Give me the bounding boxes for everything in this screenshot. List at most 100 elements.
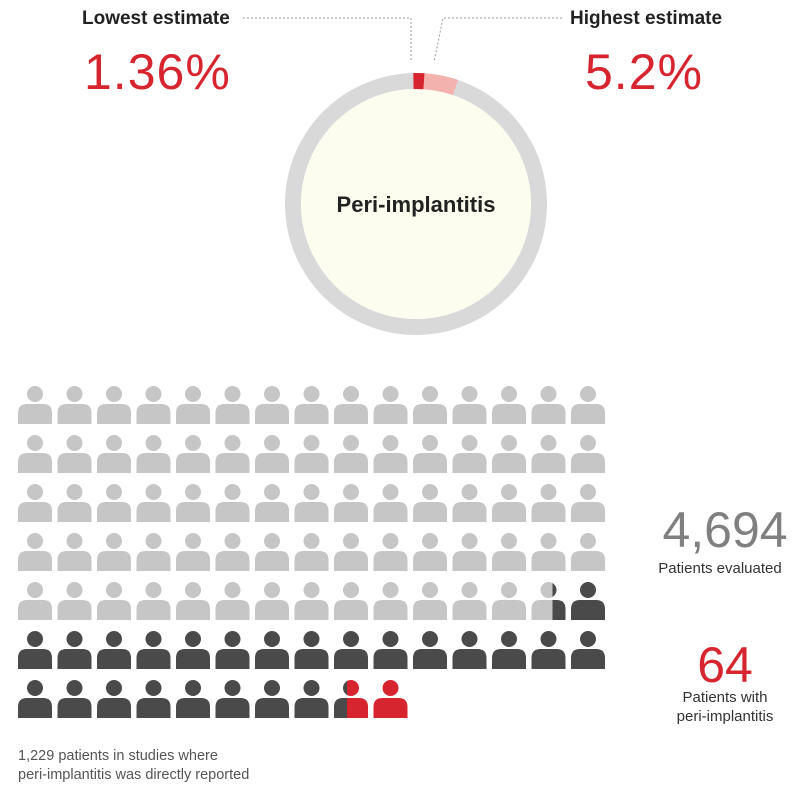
highest-estimate-value: 5.2% bbox=[585, 44, 703, 100]
person-icon-r1-c4 bbox=[136, 386, 171, 424]
donut-center-label: Peri-implantitis bbox=[337, 192, 496, 217]
person-icon-r2-c4 bbox=[136, 435, 171, 473]
person-icon-r1-c14 bbox=[531, 386, 566, 424]
person-icon-r2-c6 bbox=[215, 435, 250, 473]
person-icon-r6-c8 bbox=[294, 631, 329, 669]
person-icon-r5-c15 bbox=[571, 582, 605, 620]
person-icon-r5-c6 bbox=[215, 582, 250, 620]
person-icon-r4-c11 bbox=[413, 533, 447, 571]
person-icon-r7-c8 bbox=[294, 680, 329, 718]
patients-evaluated-label: Patients evaluated bbox=[658, 560, 782, 577]
person-icon-r7-c7 bbox=[255, 680, 289, 718]
person-icon-r2-c12 bbox=[452, 435, 487, 473]
person-icon-r2-c9 bbox=[334, 435, 368, 473]
person-icon-r3-c3 bbox=[97, 484, 131, 522]
person-icon-r1-c3 bbox=[97, 386, 131, 424]
person-icon-r2-c5 bbox=[176, 435, 210, 473]
person-icon-r5-c14 bbox=[531, 582, 566, 620]
person-icon-r3-c13 bbox=[492, 484, 526, 522]
caption: 1,229 patients in studies where peri-imp… bbox=[18, 747, 249, 785]
person-icon-r6-c7 bbox=[255, 631, 289, 669]
person-icon-r1-c6 bbox=[215, 386, 250, 424]
leader-line-highest bbox=[433, 17, 562, 63]
person-icon-r5-c7 bbox=[255, 582, 289, 620]
person-icon-r6-c4 bbox=[136, 631, 171, 669]
donut-center bbox=[301, 89, 531, 319]
person-icon-r1-c9 bbox=[334, 386, 368, 424]
person-icon-r3-c12 bbox=[452, 484, 487, 522]
patients-affected-label: Patients with peri-implantitis bbox=[640, 688, 798, 726]
person-icon-r2-c10 bbox=[373, 435, 408, 473]
person-icon-r2-c11 bbox=[413, 435, 447, 473]
person-icon-r4-c7 bbox=[255, 533, 289, 571]
person-icon-r5-c13 bbox=[492, 582, 526, 620]
person-icon-r5-c10 bbox=[373, 582, 408, 620]
person-icon-r4-c1 bbox=[18, 533, 52, 571]
person-icon-r6-c9 bbox=[334, 631, 368, 669]
person-icon-r2-c2 bbox=[57, 435, 92, 473]
leader-lines bbox=[243, 17, 562, 63]
person-icon-r2-c8 bbox=[294, 435, 329, 473]
person-icon-r6-c15 bbox=[571, 631, 605, 669]
person-icon-r4-c15 bbox=[571, 533, 605, 571]
person-icon-r7-c3 bbox=[97, 680, 131, 718]
caption-line2: peri-implantitis was directly reported bbox=[18, 767, 250, 783]
person-icon-r2-c3 bbox=[97, 435, 131, 473]
person-icon-r3-c4 bbox=[136, 484, 171, 522]
person-icon-r1-c15 bbox=[571, 386, 605, 424]
person-icon-r6-c2 bbox=[57, 631, 92, 669]
person-icon-r3-c7 bbox=[255, 484, 289, 522]
person-icon-r6-c13 bbox=[492, 631, 526, 669]
donut-chart: Peri-implantitis bbox=[285, 73, 547, 335]
person-icon-r3-c14 bbox=[531, 484, 566, 522]
lowest-estimate-value: 1.36% bbox=[84, 44, 231, 100]
person-icon-r1-c10 bbox=[373, 386, 408, 424]
patients-affected-number: 64 bbox=[697, 637, 753, 693]
person-icon-r5-c11 bbox=[413, 582, 447, 620]
person-icon-r7-c4 bbox=[136, 680, 171, 718]
person-icon-r4-c9 bbox=[334, 533, 368, 571]
person-icon-r2-c14 bbox=[531, 435, 566, 473]
person-icon-r6-c11 bbox=[413, 631, 447, 669]
person-icon-r5-c1 bbox=[18, 582, 52, 620]
person-icon-r6-c1 bbox=[18, 631, 52, 669]
person-icon-r4-c5 bbox=[176, 533, 210, 571]
lowest-estimate-label: Lowest estimate bbox=[82, 8, 230, 29]
person-icon-r6-c14 bbox=[531, 631, 566, 669]
person-icon-r7-c9-right bbox=[347, 680, 368, 718]
person-icon-r4-c8 bbox=[294, 533, 329, 571]
person-icon-r5-c14-right bbox=[552, 583, 566, 620]
person-icon-r7-c2 bbox=[57, 680, 92, 718]
person-icon-r1-c5 bbox=[176, 386, 210, 424]
person-icon-r4-c6 bbox=[215, 533, 250, 571]
person-icon-r3-c9 bbox=[334, 484, 368, 522]
person-icon-r3-c8 bbox=[294, 484, 329, 522]
person-icon-r3-c6 bbox=[215, 484, 250, 522]
person-icon-r5-c3 bbox=[97, 582, 131, 620]
person-icon-r7-c9-left bbox=[334, 681, 347, 718]
highest-estimate-label: Highest estimate bbox=[570, 8, 723, 29]
person-icon-r2-c13 bbox=[492, 435, 526, 473]
person-icon-r2-c15 bbox=[571, 435, 605, 473]
person-icon-r6-c10 bbox=[373, 631, 408, 669]
person-icon-r6-c12 bbox=[452, 631, 487, 669]
person-icon-r1-c2 bbox=[57, 386, 92, 424]
patients-affected-label-line2: peri-implantitis bbox=[676, 708, 774, 725]
person-icon-r5-c8 bbox=[294, 582, 329, 620]
person-icon-r3-c10 bbox=[373, 484, 408, 522]
person-icon-r5-c2 bbox=[57, 582, 92, 620]
person-icon-r6-c6 bbox=[215, 631, 250, 669]
person-icon-r7-c6 bbox=[215, 680, 250, 718]
patients-affected-label-line1: Patients with bbox=[682, 689, 768, 706]
person-icon-r1-c7 bbox=[255, 386, 289, 424]
person-icon-r4-c2 bbox=[57, 533, 92, 571]
person-icon-r1-c11 bbox=[413, 386, 447, 424]
person-icon-r3-c11 bbox=[413, 484, 447, 522]
person-icon-r2-c1 bbox=[18, 435, 52, 473]
person-icon-r3-c15 bbox=[571, 484, 605, 522]
person-icon-r6-c3 bbox=[97, 631, 131, 669]
person-icon-r5-c14-left bbox=[531, 582, 553, 620]
person-icon-r3-c5 bbox=[176, 484, 210, 522]
person-icon-r1-c8 bbox=[294, 386, 329, 424]
